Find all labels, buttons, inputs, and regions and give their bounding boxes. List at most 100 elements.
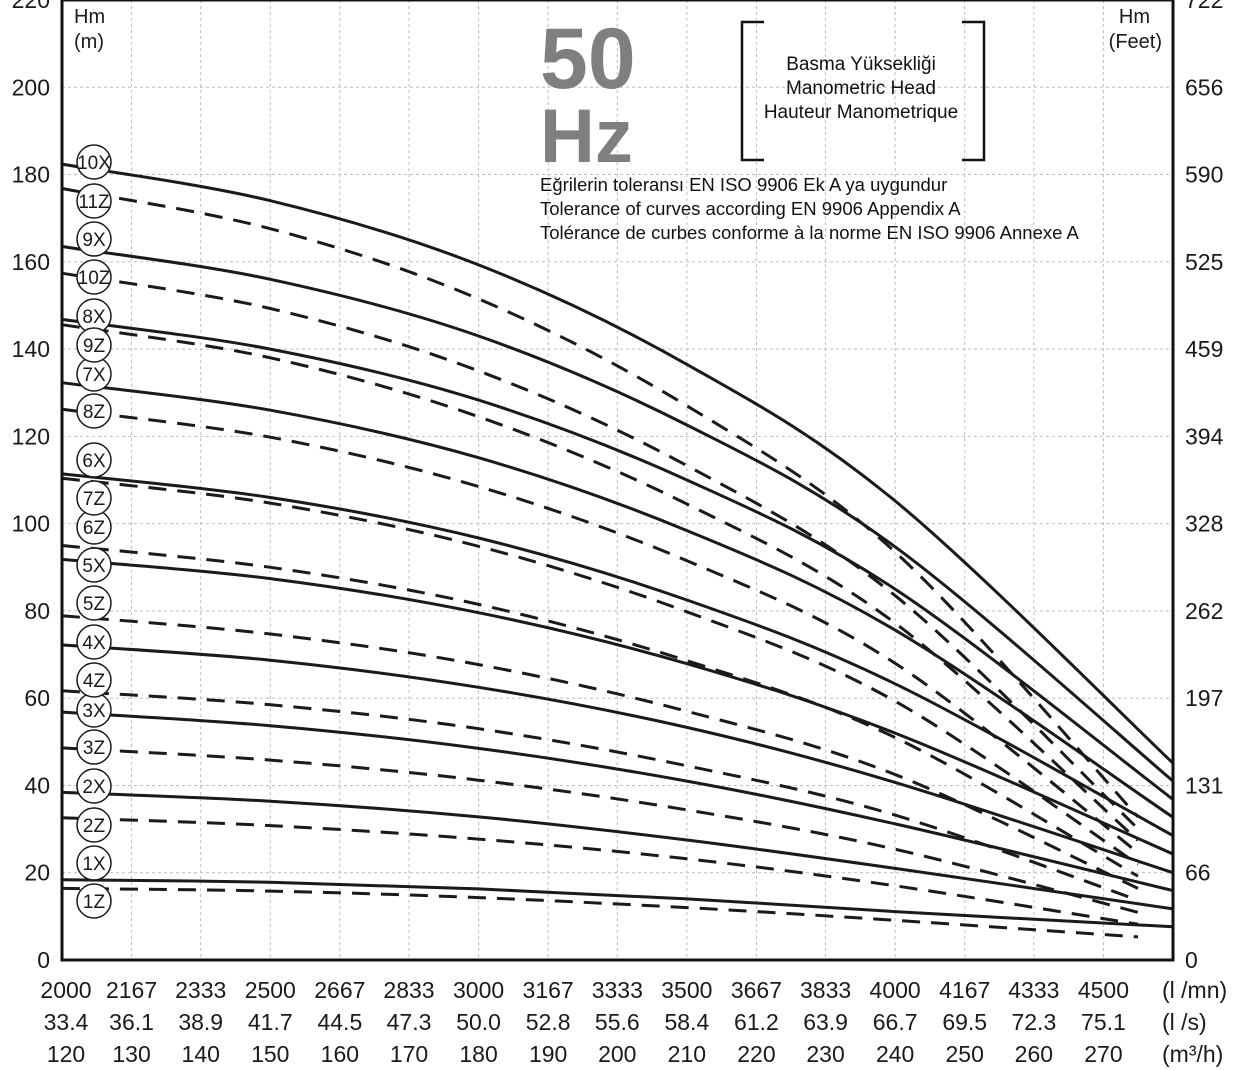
- curve-label-3x: 3X: [76, 692, 112, 728]
- x-unit-row1: (l /mn): [1162, 977, 1227, 1003]
- curve-label-4z: 4Z: [76, 662, 112, 698]
- curve-label-9z: 9Z: [76, 327, 112, 363]
- curve-label-circle: [76, 480, 112, 516]
- x-tick-row1: 3000: [453, 977, 504, 1003]
- curve-label-7x: 7X: [76, 356, 112, 392]
- curve-label-circle: [76, 221, 112, 257]
- y-left-tick: 40: [24, 772, 50, 798]
- left-unit-line2: (m): [74, 31, 104, 53]
- x-unit-row2: (l /s): [1162, 1009, 1207, 1035]
- x-tick-row3: 250: [946, 1041, 984, 1067]
- x-tick-row3: 160: [321, 1041, 359, 1067]
- curve-label-text: 1Z: [83, 892, 106, 913]
- y-left-tick: 160: [12, 249, 50, 275]
- curve-label-text: 10X: [77, 153, 111, 174]
- x-tick-row2: 63.9: [803, 1009, 848, 1035]
- curve-label-text: 5Z: [83, 594, 106, 615]
- curve-label-11z: 11Z: [76, 183, 112, 219]
- curve-label-circle: [76, 393, 112, 429]
- curve-label-text: 9X: [82, 230, 106, 251]
- curve-label-5x: 5X: [76, 547, 112, 583]
- curve-label-8z: 8Z: [76, 393, 112, 429]
- curve-label-circle: [76, 327, 112, 363]
- y-left-tick: 80: [24, 598, 50, 624]
- x-tick-row1: 3500: [661, 977, 712, 1003]
- x-tick-row2: 69.5: [942, 1009, 987, 1035]
- curve-label-text: 6Z: [83, 518, 106, 539]
- x-tick-row2: 55.6: [595, 1009, 640, 1035]
- y-left-tick: 20: [24, 860, 50, 886]
- curve-1z: [61, 886, 1139, 939]
- curve-label-7z: 7Z: [76, 480, 112, 516]
- x-tick-row1: 3167: [523, 977, 574, 1003]
- curve-label-text: 10Z: [78, 268, 111, 289]
- curve-label-3z: 3Z: [76, 729, 112, 765]
- tolerance-note-en: Tolerance of curves according EN 9906 Ap…: [540, 198, 961, 219]
- right-unit-line1: Hm: [1119, 6, 1150, 28]
- curve-label-2x: 2X: [76, 768, 112, 804]
- x-tick-row1: 3833: [800, 977, 851, 1003]
- x-unit-row3: (m³/h): [1162, 1041, 1223, 1067]
- curve-label-circle: [76, 183, 112, 219]
- x-tick-row2: 33.4: [44, 1009, 89, 1035]
- x-tick-row3: 260: [1015, 1041, 1053, 1067]
- x-tick-row3: 140: [182, 1041, 220, 1067]
- y-left-tick: 0: [37, 947, 50, 973]
- curve-10z: [61, 271, 1140, 830]
- x-tick-row1: 3667: [731, 977, 782, 1003]
- curve-label-circle: [76, 845, 112, 881]
- x-tick-row2: 58.4: [664, 1009, 709, 1035]
- x-tick-row1: 2833: [383, 977, 434, 1003]
- plot-frame: [60, 0, 1175, 962]
- x-tick-row1: 3333: [592, 977, 643, 1003]
- x-tick-row1: 4000: [870, 977, 921, 1003]
- x-tick-row3: 210: [668, 1041, 706, 1067]
- curve-label-text: 1X: [82, 854, 106, 875]
- curve-9x: [61, 245, 1174, 783]
- curve-label-1z: 1Z: [76, 883, 112, 919]
- frequency-unit: Hz: [540, 94, 633, 179]
- curve-6z: [61, 544, 1139, 878]
- frequency-value: 50: [540, 11, 636, 107]
- curve-label-5z: 5Z: [76, 585, 112, 621]
- curve-label-text: 11Z: [78, 192, 110, 213]
- x-tick-row2: 66.7: [873, 1009, 918, 1035]
- x-tick-row1: 4333: [1008, 977, 1059, 1003]
- curve-label-text: 9Z: [83, 336, 106, 357]
- legend-line-1: Basma Yüksekliği: [786, 54, 936, 75]
- curve-10x: [61, 162, 1175, 765]
- curve-label-2z: 2Z: [76, 807, 112, 843]
- curve-label-text: 4Z: [83, 671, 106, 692]
- y-right-tick: 131: [1185, 772, 1223, 798]
- x-tick-row2: 72.3: [1011, 1009, 1056, 1035]
- curve-label-circle: [76, 729, 112, 765]
- x-tick-row2: 61.2: [734, 1009, 779, 1035]
- curve-label-circle: [76, 585, 112, 621]
- curve-label-circle: [76, 662, 112, 698]
- curve-label-text: 7Z: [83, 489, 106, 510]
- x-tick-row1: 4500: [1078, 977, 1129, 1003]
- x-tick-row2: 75.1: [1081, 1009, 1126, 1035]
- x-tick-row3: 150: [251, 1041, 289, 1067]
- x-tick-row1: 2333: [175, 977, 226, 1003]
- curve-label-text: 2Z: [83, 816, 106, 837]
- x-tick-row2: 44.5: [317, 1009, 362, 1035]
- y-right-tick: 66: [1185, 860, 1211, 886]
- x-tick-row3: 130: [112, 1041, 150, 1067]
- left-unit-line1: Hm: [74, 6, 105, 28]
- curve-label-circle: [76, 144, 112, 180]
- y-left-tick: 100: [12, 511, 50, 537]
- curve-4z: [61, 689, 1139, 902]
- y-right-tick: 722: [1185, 0, 1223, 13]
- curve-1x: [61, 878, 1174, 929]
- x-tick-row2: 50.0: [456, 1009, 501, 1035]
- x-tick-row3: 220: [737, 1041, 775, 1067]
- curve-labels: 1X 1Z 2X 2Z 3X 3Z 4X 4Z 5X 5Z 6X 6Z 7X 7Z 8X 8Z 9X 9Z 10X 1…: [76, 144, 112, 919]
- y-right-tick: 459: [1185, 336, 1223, 362]
- curve-label-text: 3X: [82, 701, 106, 722]
- curve-label-text: 8Z: [83, 402, 106, 423]
- axis-ticks: 0 0 20 66 40 131 60 197 80 262 100 328 120 394 140 459 1…: [12, 0, 1228, 1067]
- y-left-tick: 120: [12, 423, 50, 449]
- legend-bracket-left: [740, 20, 764, 162]
